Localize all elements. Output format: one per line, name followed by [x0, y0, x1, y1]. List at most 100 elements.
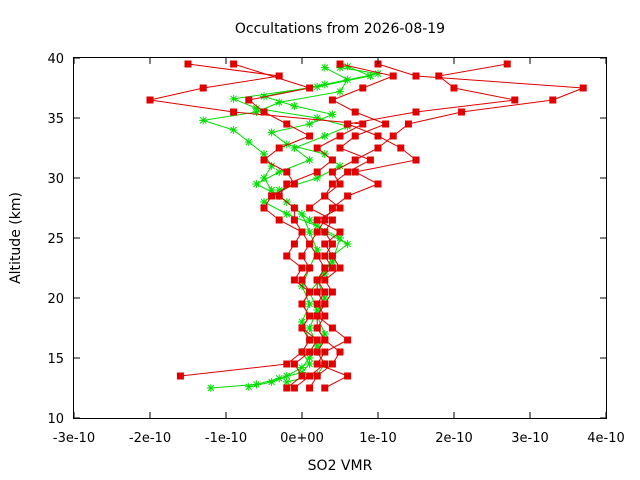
data-point — [268, 192, 276, 200]
data-point — [283, 384, 291, 392]
data-point — [328, 360, 336, 368]
data-point — [298, 348, 306, 356]
y-axis-ticks: 10 15 20 25 30 35 40 — [47, 52, 606, 427]
data-point — [503, 60, 511, 68]
data-point — [290, 180, 298, 188]
data-point — [344, 192, 352, 200]
data-point — [374, 180, 382, 188]
data-point — [283, 360, 291, 368]
data-point — [359, 120, 367, 128]
data-point — [306, 312, 314, 320]
profile-line — [233, 63, 318, 389]
data-point — [306, 204, 314, 212]
data-point — [321, 384, 329, 392]
data-point — [344, 120, 352, 128]
data-point — [321, 192, 329, 200]
data-point — [244, 382, 253, 391]
data-point — [313, 144, 321, 152]
data-point — [305, 324, 314, 332]
data-point — [267, 128, 276, 137]
data-point — [298, 252, 306, 260]
data-point — [336, 228, 344, 236]
y-tick-label: 25 — [47, 232, 64, 247]
data-point — [230, 60, 238, 68]
data-point — [230, 108, 238, 116]
data-point — [298, 228, 306, 236]
data-point — [374, 132, 382, 140]
profile-line — [316, 63, 395, 389]
data-point — [328, 204, 336, 212]
data-point — [351, 168, 359, 176]
x-tick-label: 2e-10 — [435, 431, 473, 446]
x-axis-label: SO2 VMR — [308, 458, 373, 474]
y-tick-label: 15 — [47, 352, 64, 367]
data-point — [336, 60, 344, 68]
data-point — [245, 96, 253, 104]
y-axis-label: Altitude (km) — [8, 192, 24, 284]
data-point — [298, 324, 306, 332]
data-point — [313, 252, 321, 260]
data-point — [313, 216, 321, 224]
data-point — [458, 108, 466, 116]
data-point — [321, 312, 329, 320]
x-tick-label: -1e-10 — [205, 431, 247, 446]
data-point — [328, 216, 336, 224]
data-point — [328, 156, 336, 164]
data-point — [321, 252, 329, 260]
data-point — [450, 84, 458, 92]
data-point — [244, 138, 253, 146]
data-point — [282, 140, 291, 149]
data-point — [389, 132, 397, 140]
data-point — [298, 363, 306, 372]
series-1 — [146, 60, 587, 392]
data-point — [290, 102, 299, 110]
data-point — [290, 360, 298, 368]
data-point — [320, 63, 329, 72]
data-point — [275, 216, 283, 224]
data-point — [298, 300, 306, 308]
data-point — [206, 384, 215, 392]
data-point — [199, 84, 207, 92]
data-point — [321, 276, 329, 284]
data-point — [275, 192, 283, 200]
data-point — [290, 204, 298, 212]
data-point — [306, 336, 314, 344]
plot-series — [146, 60, 587, 392]
data-point — [328, 288, 336, 296]
y-tick-label: 20 — [47, 292, 64, 307]
data-point — [313, 312, 321, 320]
data-point — [199, 116, 208, 125]
data-point — [313, 288, 321, 296]
x-tick-label: -3e-10 — [53, 431, 95, 446]
data-point — [328, 110, 337, 119]
data-point — [275, 144, 283, 152]
data-point — [282, 210, 291, 218]
x-tick-label: 1e-10 — [359, 431, 397, 446]
data-point — [374, 144, 382, 152]
data-point — [275, 72, 283, 80]
data-point — [306, 288, 314, 296]
data-point — [306, 240, 314, 248]
data-point — [290, 384, 298, 392]
data-point — [336, 87, 344, 96]
data-point — [328, 252, 336, 260]
data-point — [344, 168, 352, 176]
data-point — [321, 264, 329, 272]
data-point — [321, 348, 329, 356]
data-point — [313, 336, 321, 344]
data-point — [298, 372, 306, 380]
data-point — [336, 144, 344, 152]
data-point — [283, 180, 291, 188]
data-point — [351, 132, 359, 140]
data-point — [184, 60, 192, 68]
data-point — [267, 162, 276, 170]
data-point — [336, 264, 344, 272]
data-point — [260, 156, 268, 164]
data-point — [382, 120, 390, 128]
data-point — [306, 372, 314, 380]
data-point — [579, 84, 587, 92]
data-point — [343, 240, 352, 248]
data-point — [305, 354, 314, 362]
data-point — [252, 180, 261, 188]
data-point — [313, 324, 321, 332]
